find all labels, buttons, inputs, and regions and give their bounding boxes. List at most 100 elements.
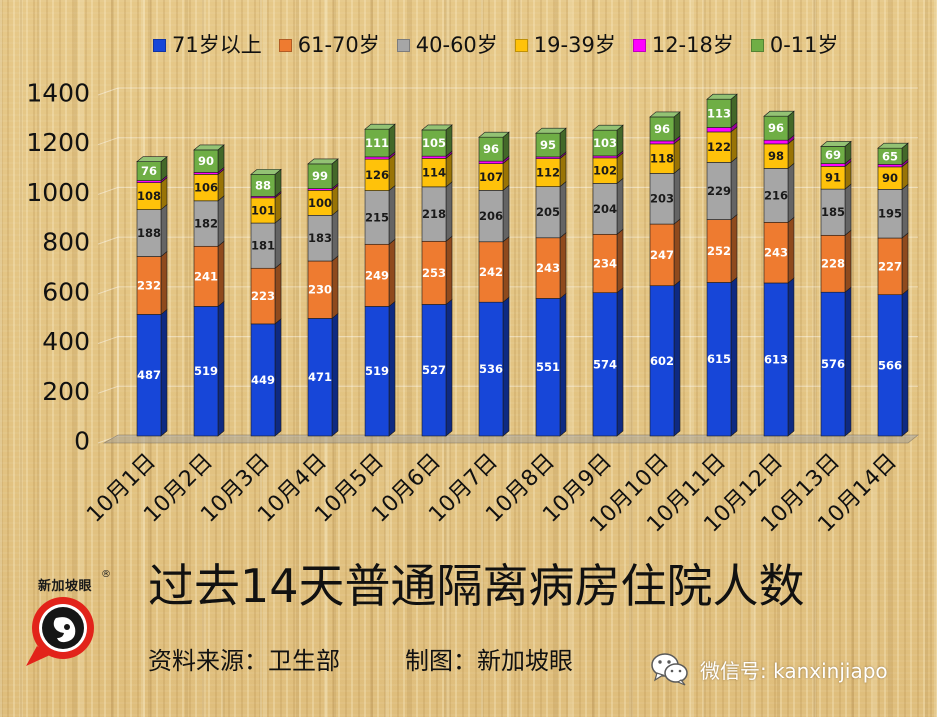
bar-side-face <box>331 255 339 320</box>
legend-label: 19-39岁 <box>533 33 616 57</box>
bar-segment-series-1-day-8 <box>535 292 567 437</box>
y-tick-label-1: 0 <box>74 427 90 456</box>
wechat-watermark: 微信号: kanxinjiapo <box>650 650 888 688</box>
data-label-series-3-day-3: 181 <box>251 239 275 253</box>
data-label-series-1-day-14: 566 <box>878 358 902 372</box>
data-label-series-1-day-8: 551 <box>536 360 560 374</box>
bar-side-face <box>787 277 795 437</box>
bar-segment-series-2-day-7 <box>478 236 510 303</box>
bar-segment-series-1-day-2 <box>193 300 225 437</box>
legend-swatch <box>514 38 528 52</box>
bar-segment-series-4-day-5 <box>364 153 396 192</box>
bar-side-face <box>502 236 510 303</box>
floor-plane <box>102 434 920 444</box>
bar-side-face <box>844 286 852 437</box>
data-label-series-3-day-8: 205 <box>536 205 560 219</box>
legend-swatch <box>278 38 292 52</box>
bar-segment-series-1-day-6 <box>421 298 453 437</box>
bar-segment-series-6-day-5 <box>364 123 396 158</box>
data-label-series-2-day-9: 234 <box>593 256 617 270</box>
data-label-series-1-day-10: 602 <box>650 354 674 368</box>
wechat-id-text: 微信号: kanxinjiapo <box>700 658 888 683</box>
data-label-series-3-day-6: 218 <box>422 207 446 221</box>
wechat-eye <box>658 660 662 664</box>
bar-stack-day-11 <box>706 93 738 437</box>
bar-front-face <box>193 174 219 202</box>
bar-side-face <box>901 183 909 239</box>
bar-segment-series-4-day-8 <box>535 153 567 188</box>
bar-side-face <box>217 300 225 437</box>
data-label-series-2-day-14: 227 <box>878 259 902 273</box>
legend-item-series-4: 19-39岁 <box>514 30 616 60</box>
bar-side-face <box>388 184 396 245</box>
bar-front-face <box>421 304 447 437</box>
data-label-series-2-day-2: 241 <box>194 269 218 283</box>
bar-top-face <box>706 93 738 100</box>
bar-side-face <box>502 157 510 191</box>
bar-segment-series-6-day-6 <box>421 124 453 157</box>
bar-side-face <box>616 228 624 294</box>
bar-segment-series-6-day-7 <box>478 131 510 162</box>
bar-front-face <box>877 189 903 239</box>
data-labels: 487 232 188 108 76 519 241 182 106 90 449 223 181 101… <box>137 106 902 387</box>
bar-front-face <box>820 234 846 293</box>
legend-item-series-6: 0-11岁 <box>750 30 839 60</box>
bar-side-face <box>787 216 795 284</box>
bar-side-face <box>901 232 909 296</box>
data-label-series-4-day-1: 108 <box>137 189 161 203</box>
bar-segment-series-6-day-9 <box>592 124 624 157</box>
bar-front-face <box>535 186 561 239</box>
data-label-series-6-day-10: 96 <box>654 122 670 136</box>
bar-side-face <box>559 292 567 437</box>
data-label-series-2-day-1: 232 <box>137 278 161 292</box>
bar-front-face <box>763 139 789 145</box>
bar-segment-series-3-day-2 <box>193 195 225 247</box>
bar-side-face <box>160 308 168 437</box>
registered-mark: ® <box>101 569 111 580</box>
wechat-bubble-tail <box>676 679 686 686</box>
chart-title: 过去14天普通隔离病房住院人数 <box>148 559 805 613</box>
bar-segment-series-2-day-11 <box>706 213 738 284</box>
bar-side-face <box>730 93 738 129</box>
bar-stack-day-10 <box>649 111 681 437</box>
bar-top-face <box>820 141 852 147</box>
data-label-series-3-day-13: 185 <box>821 205 845 219</box>
bar-segment-series-3-day-9 <box>592 177 624 235</box>
bar-stack-day-6 <box>421 124 453 437</box>
bar-front-face <box>535 298 561 437</box>
data-label-series-6-day-12: 96 <box>768 121 784 135</box>
bar-front-face <box>592 292 618 437</box>
data-label-series-4-day-9: 102 <box>593 164 617 178</box>
bar-segment-series-4-day-12 <box>763 138 795 170</box>
legend-item-series-1: 71岁以上 <box>153 30 262 60</box>
bar-side-face <box>730 126 738 164</box>
y-tick-label-8: 1400 <box>26 79 90 108</box>
data-label-series-6-day-5: 111 <box>365 136 389 150</box>
y-tick-label-2: 200 <box>42 377 90 406</box>
bar-stack-day-9 <box>592 124 624 437</box>
bar-front-face <box>592 183 618 235</box>
bar-side-face <box>160 203 168 258</box>
bar-top-face <box>763 110 795 117</box>
bar-segment-series-1-day-13 <box>820 286 852 437</box>
data-label-series-1-day-11: 615 <box>707 352 731 366</box>
data-label-series-1-day-12: 613 <box>764 352 788 366</box>
bar-side-face <box>445 124 453 157</box>
bar-front-face <box>877 164 903 168</box>
data-label-series-3-day-5: 215 <box>365 210 389 224</box>
bar-segment-series-2-day-2 <box>193 240 225 308</box>
data-label-series-4-day-4: 100 <box>308 196 332 210</box>
bar-side-face <box>559 232 567 300</box>
bar-side-face <box>673 218 681 287</box>
bar-segment-series-3-day-10 <box>649 167 681 225</box>
data-label-series-6-day-13: 69 <box>825 148 841 162</box>
bar-segment-series-2-day-3 <box>250 262 282 325</box>
bar-segment-series-6-day-8 <box>535 127 567 158</box>
eye-logo-icon <box>26 597 94 666</box>
bar-side-face <box>388 153 396 192</box>
bar-top-face <box>592 124 624 131</box>
data-label-series-6-day-6: 105 <box>422 136 446 150</box>
bar-front-face <box>421 129 447 157</box>
bar-segment-series-6-day-14 <box>877 142 909 166</box>
